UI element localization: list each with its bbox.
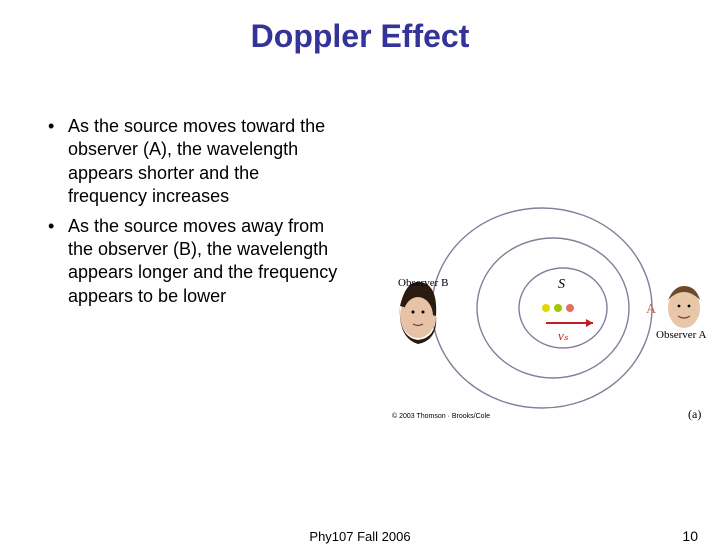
footer-text: Phy107 Fall 2006 [0,529,720,544]
doppler-diagram: S vₛ A Observer B Observer A (a) © 2003 … [388,188,708,448]
observer-b-face [400,282,436,344]
bullet-item: As the source moves away from the observ… [48,215,340,309]
observer-b-label: Observer B [398,277,448,289]
page-title: Doppler Effect [0,18,720,55]
page-number: 10 [682,528,698,544]
panel-label: (a) [688,407,701,421]
source-dot [542,304,550,312]
source-dot [554,304,562,312]
bullet-list: As the source moves toward the observer … [0,115,340,314]
source-dot [566,304,574,312]
figure-copyright: © 2003 Thomson · Brooks/Cole [392,412,490,420]
source-label: S [558,277,565,292]
a-letter: A [646,302,657,317]
wave-ring [477,238,629,378]
velocity-label: vₛ [558,328,569,343]
observer-a-label: Observer A [656,329,706,341]
observer-a-face [668,286,700,328]
bullet-item: As the source moves toward the observer … [48,115,340,209]
velocity-arrow-head [586,319,593,327]
